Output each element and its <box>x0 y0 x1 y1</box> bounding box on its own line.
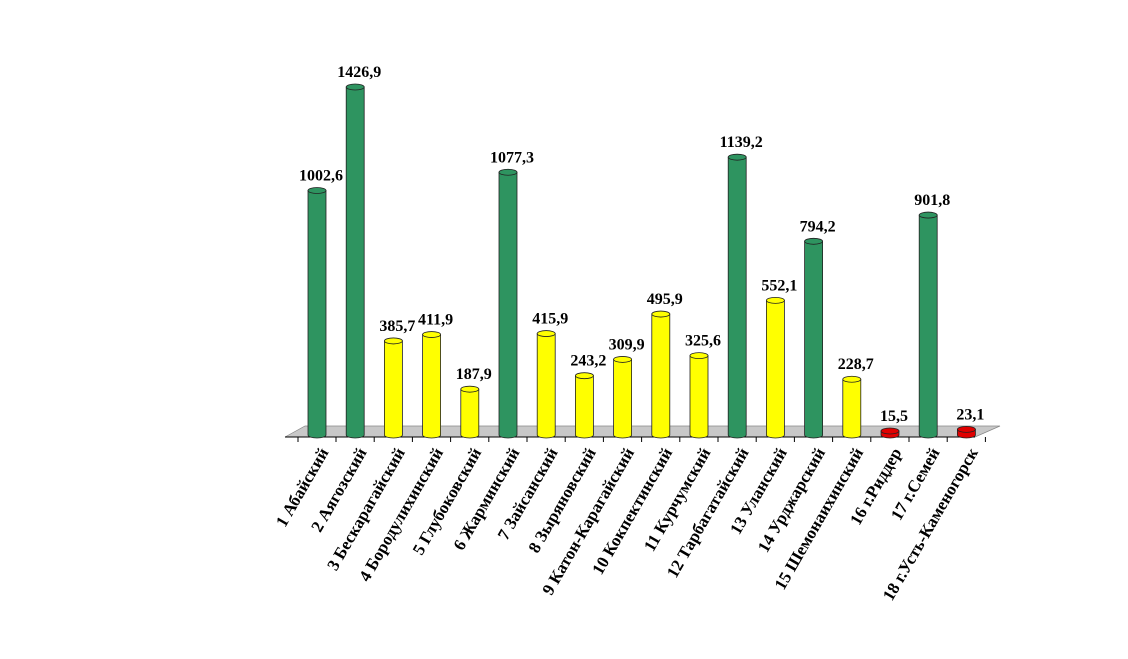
data-label: 1077,3 <box>490 149 534 166</box>
bar-top <box>345 83 365 91</box>
bar <box>536 330 556 439</box>
data-label: 495,9 <box>647 291 683 308</box>
data-label: 385,7 <box>379 318 415 335</box>
bar <box>766 296 785 439</box>
data-label: 1426,9 <box>337 64 381 81</box>
bar <box>498 168 518 439</box>
bar-top <box>498 168 518 176</box>
bar-top <box>957 425 976 433</box>
bar-top <box>880 427 900 435</box>
bar-top <box>727 153 747 161</box>
bar <box>613 356 632 439</box>
data-label: 23,1 <box>956 406 984 423</box>
bar <box>460 385 480 439</box>
data-label: 794,2 <box>800 218 836 235</box>
data-label: 552,1 <box>761 277 797 294</box>
bar <box>383 337 403 439</box>
bar-top <box>651 310 671 318</box>
data-label: 243,2 <box>570 353 606 370</box>
bar <box>957 425 976 439</box>
bar <box>880 427 900 439</box>
bar-top <box>613 356 632 363</box>
bar-body <box>842 378 862 439</box>
data-label: 901,8 <box>914 192 950 209</box>
bar-body <box>384 340 403 439</box>
bar <box>345 83 365 439</box>
bar-body <box>651 313 671 439</box>
bar-body <box>918 214 938 439</box>
data-label: 15,5 <box>880 408 908 425</box>
bar-body <box>613 359 632 439</box>
bar-body <box>460 388 480 439</box>
bar-body <box>498 171 518 439</box>
bar <box>727 153 747 439</box>
data-label: 309,9 <box>609 336 645 353</box>
data-label: 187,9 <box>456 366 492 383</box>
bar-top <box>460 385 480 393</box>
bar-top <box>575 372 594 380</box>
bar-body <box>689 355 709 439</box>
bar <box>842 375 862 439</box>
bar-top <box>918 211 938 219</box>
bar <box>422 331 442 439</box>
data-label: 1002,6 <box>299 167 343 184</box>
bar-body <box>766 299 785 439</box>
bar-top <box>422 331 442 338</box>
bar-top <box>842 375 862 383</box>
bar-body <box>345 86 365 439</box>
bar <box>307 187 327 439</box>
bar-body <box>804 240 823 439</box>
data-label: 1139,2 <box>720 134 763 151</box>
data-label: 228,7 <box>838 356 874 373</box>
data-label: 325,6 <box>685 333 721 350</box>
bar-top <box>766 296 785 304</box>
bar-body <box>536 333 556 439</box>
bar-body <box>727 156 747 439</box>
bar <box>575 372 594 439</box>
bar-body <box>422 334 441 439</box>
data-label: 415,9 <box>532 311 568 328</box>
bar-top <box>689 352 709 359</box>
bar-top <box>804 237 823 245</box>
bar-top <box>307 187 327 194</box>
bar-body <box>307 190 327 439</box>
bar <box>804 237 823 439</box>
bar-body <box>575 375 594 439</box>
bar <box>918 211 938 439</box>
bar-top <box>383 337 403 345</box>
data-label: 411,9 <box>418 312 453 329</box>
bar-top <box>536 330 556 337</box>
bar <box>689 352 709 439</box>
bar <box>651 310 671 439</box>
